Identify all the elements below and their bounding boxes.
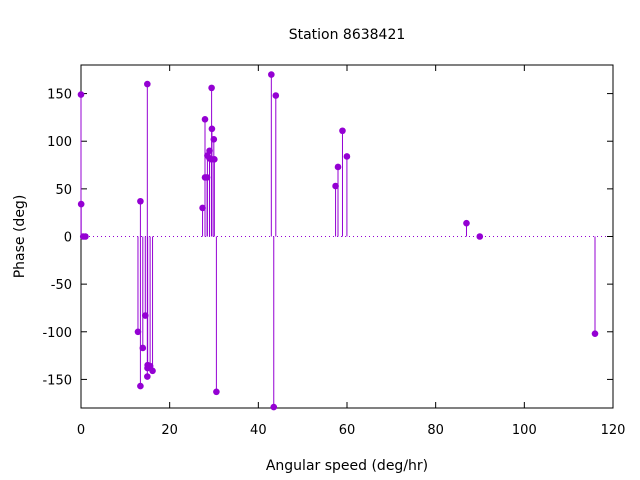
data-point bbox=[476, 233, 484, 240]
data-point bbox=[149, 367, 156, 375]
data-point bbox=[208, 84, 215, 92]
data-point bbox=[339, 127, 346, 135]
data-point bbox=[199, 204, 206, 212]
y-tick-label: -150 bbox=[42, 373, 72, 388]
data-point bbox=[268, 71, 275, 78]
x-tick-label: 120 bbox=[601, 423, 626, 438]
x-tick-label: 100 bbox=[512, 423, 537, 438]
x-tick-label: 60 bbox=[339, 423, 356, 438]
y-axis-label: Phase (deg) bbox=[12, 195, 28, 279]
y-tick-label: -100 bbox=[42, 326, 72, 341]
data-point bbox=[201, 116, 209, 123]
data-point bbox=[463, 219, 470, 227]
x-tick-label: 0 bbox=[77, 423, 85, 438]
x-tick-label: 20 bbox=[161, 423, 178, 438]
data-point bbox=[213, 388, 220, 396]
data-point bbox=[139, 344, 147, 352]
x-tick-label: 80 bbox=[427, 423, 444, 438]
y-tick-label: 0 bbox=[64, 231, 72, 246]
y-tick-label: 50 bbox=[55, 183, 72, 198]
data-point bbox=[332, 182, 339, 190]
x-axis-label: Angular speed (deg/hr) bbox=[266, 458, 428, 474]
chart-title: Station 8638421 bbox=[289, 27, 406, 43]
data-point bbox=[591, 330, 599, 337]
data-point bbox=[343, 153, 351, 160]
data-point bbox=[82, 233, 89, 240]
data-point bbox=[210, 136, 218, 143]
data-point bbox=[77, 200, 85, 208]
y-ticks: -150 -100 -50 0 50 100 150 bbox=[42, 88, 613, 388]
data-point bbox=[137, 382, 144, 390]
y-tick-label: -50 bbox=[51, 278, 72, 293]
data-point bbox=[334, 163, 342, 171]
data-point bbox=[144, 80, 151, 88]
data-point bbox=[134, 328, 142, 336]
data-point bbox=[270, 403, 278, 411]
x-tick-label: 40 bbox=[250, 423, 267, 438]
data-point bbox=[208, 125, 216, 133]
data-point bbox=[272, 92, 280, 99]
data-marks bbox=[77, 71, 599, 411]
data-point bbox=[211, 156, 218, 163]
y-tick-label: 100 bbox=[47, 135, 72, 150]
x-ticks: 0 20 40 60 80 100 120 bbox=[77, 65, 626, 438]
data-point bbox=[144, 373, 151, 380]
y-tick-label: 150 bbox=[47, 88, 72, 103]
data-point bbox=[77, 91, 85, 98]
data-point bbox=[137, 197, 144, 205]
